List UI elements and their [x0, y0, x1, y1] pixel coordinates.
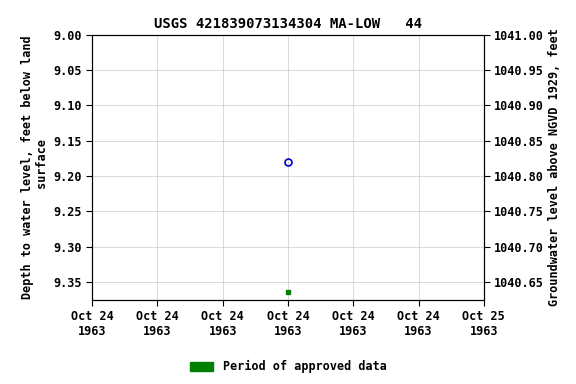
- Y-axis label: Groundwater level above NGVD 1929, feet: Groundwater level above NGVD 1929, feet: [548, 28, 561, 306]
- Y-axis label: Depth to water level, feet below land
 surface: Depth to water level, feet below land su…: [21, 35, 49, 299]
- Legend: Period of approved data: Period of approved data: [185, 356, 391, 378]
- Title: USGS 421839073134304 MA-LOW   44: USGS 421839073134304 MA-LOW 44: [154, 17, 422, 31]
